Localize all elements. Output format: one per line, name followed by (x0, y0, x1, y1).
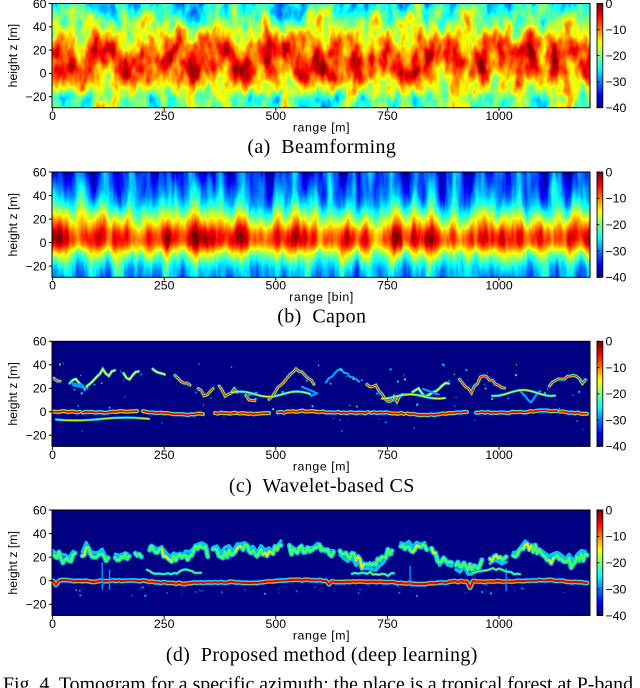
svg-text:1000: 1000 (485, 448, 513, 462)
svg-text:20: 20 (33, 551, 47, 565)
svg-text:−40: −40 (606, 440, 627, 454)
svg-text:−10: −10 (606, 192, 627, 206)
svg-text:60: 60 (33, 0, 47, 11)
svg-text:(d) Proposed method (deep lea: (d) Proposed method (deep learning) (166, 644, 478, 666)
svg-text:Fig. 4. Tomogram for a speci: Fig. 4. Tomogram for a specific azimuth;… (3, 673, 633, 688)
svg-text:750: 750 (377, 109, 398, 123)
svg-text:height z [m]: height z [m] (6, 362, 20, 426)
svg-text:60: 60 (33, 335, 47, 349)
svg-text:−40: −40 (606, 609, 627, 623)
svg-text:40: 40 (33, 189, 47, 203)
svg-text:−10: −10 (606, 23, 627, 37)
svg-text:0: 0 (49, 279, 56, 293)
svg-text:−20: −20 (26, 259, 47, 273)
svg-text:0: 0 (606, 503, 613, 517)
svg-text:750: 750 (377, 448, 398, 462)
svg-text:500: 500 (266, 109, 287, 123)
svg-text:60: 60 (33, 165, 47, 179)
svg-text:750: 750 (377, 279, 398, 293)
svg-text:−40: −40 (606, 271, 627, 285)
svg-text:−10: −10 (606, 361, 627, 375)
svg-text:−20: −20 (26, 90, 47, 104)
svg-text:range [m]: range [m] (293, 628, 350, 642)
svg-text:−40: −40 (606, 101, 627, 115)
svg-text:1000: 1000 (485, 617, 513, 631)
svg-text:−20: −20 (606, 556, 627, 570)
svg-text:250: 250 (154, 448, 175, 462)
svg-text:20: 20 (33, 212, 47, 226)
svg-text:0: 0 (40, 405, 47, 419)
svg-text:0: 0 (606, 165, 613, 179)
svg-text:60: 60 (33, 503, 47, 517)
svg-text:20: 20 (33, 43, 47, 57)
svg-text:1000: 1000 (485, 109, 513, 123)
svg-text:−20: −20 (26, 598, 47, 612)
svg-text:0: 0 (606, 0, 613, 11)
svg-text:500: 500 (266, 448, 287, 462)
svg-text:250: 250 (154, 279, 175, 293)
svg-text:(b) Capon: (b) Capon (277, 306, 366, 328)
svg-text:0: 0 (606, 335, 613, 349)
svg-text:40: 40 (33, 527, 47, 541)
svg-text:−20: −20 (606, 218, 627, 232)
svg-text:(a) Beamforming: (a) Beamforming (247, 136, 396, 158)
svg-text:40: 40 (33, 20, 47, 34)
svg-text:height z [m]: height z [m] (6, 193, 20, 257)
svg-text:−30: −30 (606, 75, 627, 89)
svg-text:500: 500 (266, 279, 287, 293)
svg-text:height z [m]: height z [m] (6, 24, 20, 88)
svg-text:0: 0 (40, 574, 47, 588)
svg-text:20: 20 (33, 382, 47, 396)
svg-text:500: 500 (266, 617, 287, 631)
svg-text:−30: −30 (606, 582, 627, 596)
svg-text:250: 250 (154, 617, 175, 631)
svg-text:−20: −20 (26, 429, 47, 443)
svg-text:range [bin]: range [bin] (289, 290, 354, 304)
svg-text:250: 250 (154, 109, 175, 123)
svg-text:750: 750 (377, 617, 398, 631)
svg-text:0: 0 (49, 109, 56, 123)
svg-text:(c) Wavelet-based CS: (c) Wavelet-based CS (229, 475, 415, 497)
svg-text:1000: 1000 (485, 279, 513, 293)
svg-text:0: 0 (40, 67, 47, 81)
svg-text:height z [m]: height z [m] (6, 531, 20, 595)
svg-text:0: 0 (49, 448, 56, 462)
svg-text:−10: −10 (606, 530, 627, 544)
svg-text:−30: −30 (606, 413, 627, 427)
svg-text:40: 40 (33, 358, 47, 372)
svg-text:0: 0 (49, 617, 56, 631)
svg-text:range [m]: range [m] (293, 459, 350, 473)
svg-text:range [m]: range [m] (293, 121, 350, 135)
svg-text:−20: −20 (606, 49, 627, 63)
svg-text:−30: −30 (606, 244, 627, 258)
svg-text:0: 0 (40, 236, 47, 250)
svg-text:−20: −20 (606, 387, 627, 401)
